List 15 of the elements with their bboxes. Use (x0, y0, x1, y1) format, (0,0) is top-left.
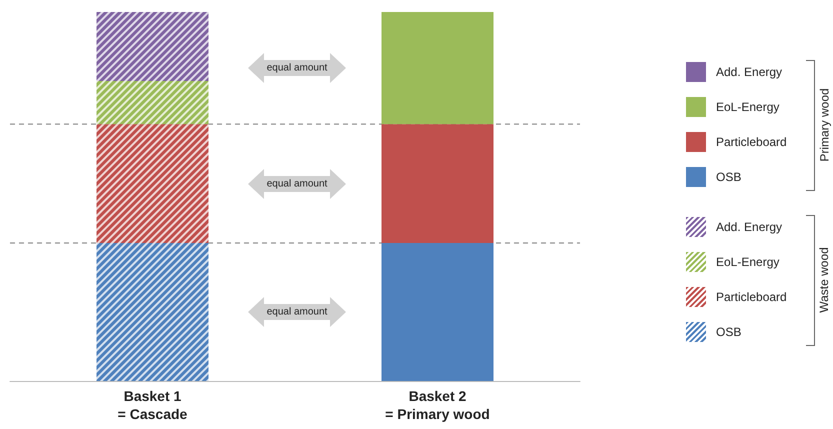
annotation: equal amount (266, 306, 328, 318)
x-tick-label: Basket 2 = Primary wood (385, 388, 490, 422)
legend-label: Add. Energy (716, 65, 782, 79)
text: Primary wood (817, 88, 832, 162)
legend-label: Particleboard (716, 135, 787, 149)
annotation: equal amount (266, 62, 328, 74)
legend-label: EoL-Energy (716, 100, 780, 114)
annotation: equal amount (266, 178, 328, 190)
legend-label: OSB (716, 325, 742, 339)
legend-label: Add. Energy (716, 220, 782, 234)
legend-label: EoL-Energy (716, 255, 780, 269)
legend-label: OSB (716, 170, 742, 184)
x-tick-label: Basket 1 = Cascade (118, 388, 188, 422)
text: Waste wood (816, 246, 831, 312)
legend-label: Particleboard (716, 290, 787, 304)
